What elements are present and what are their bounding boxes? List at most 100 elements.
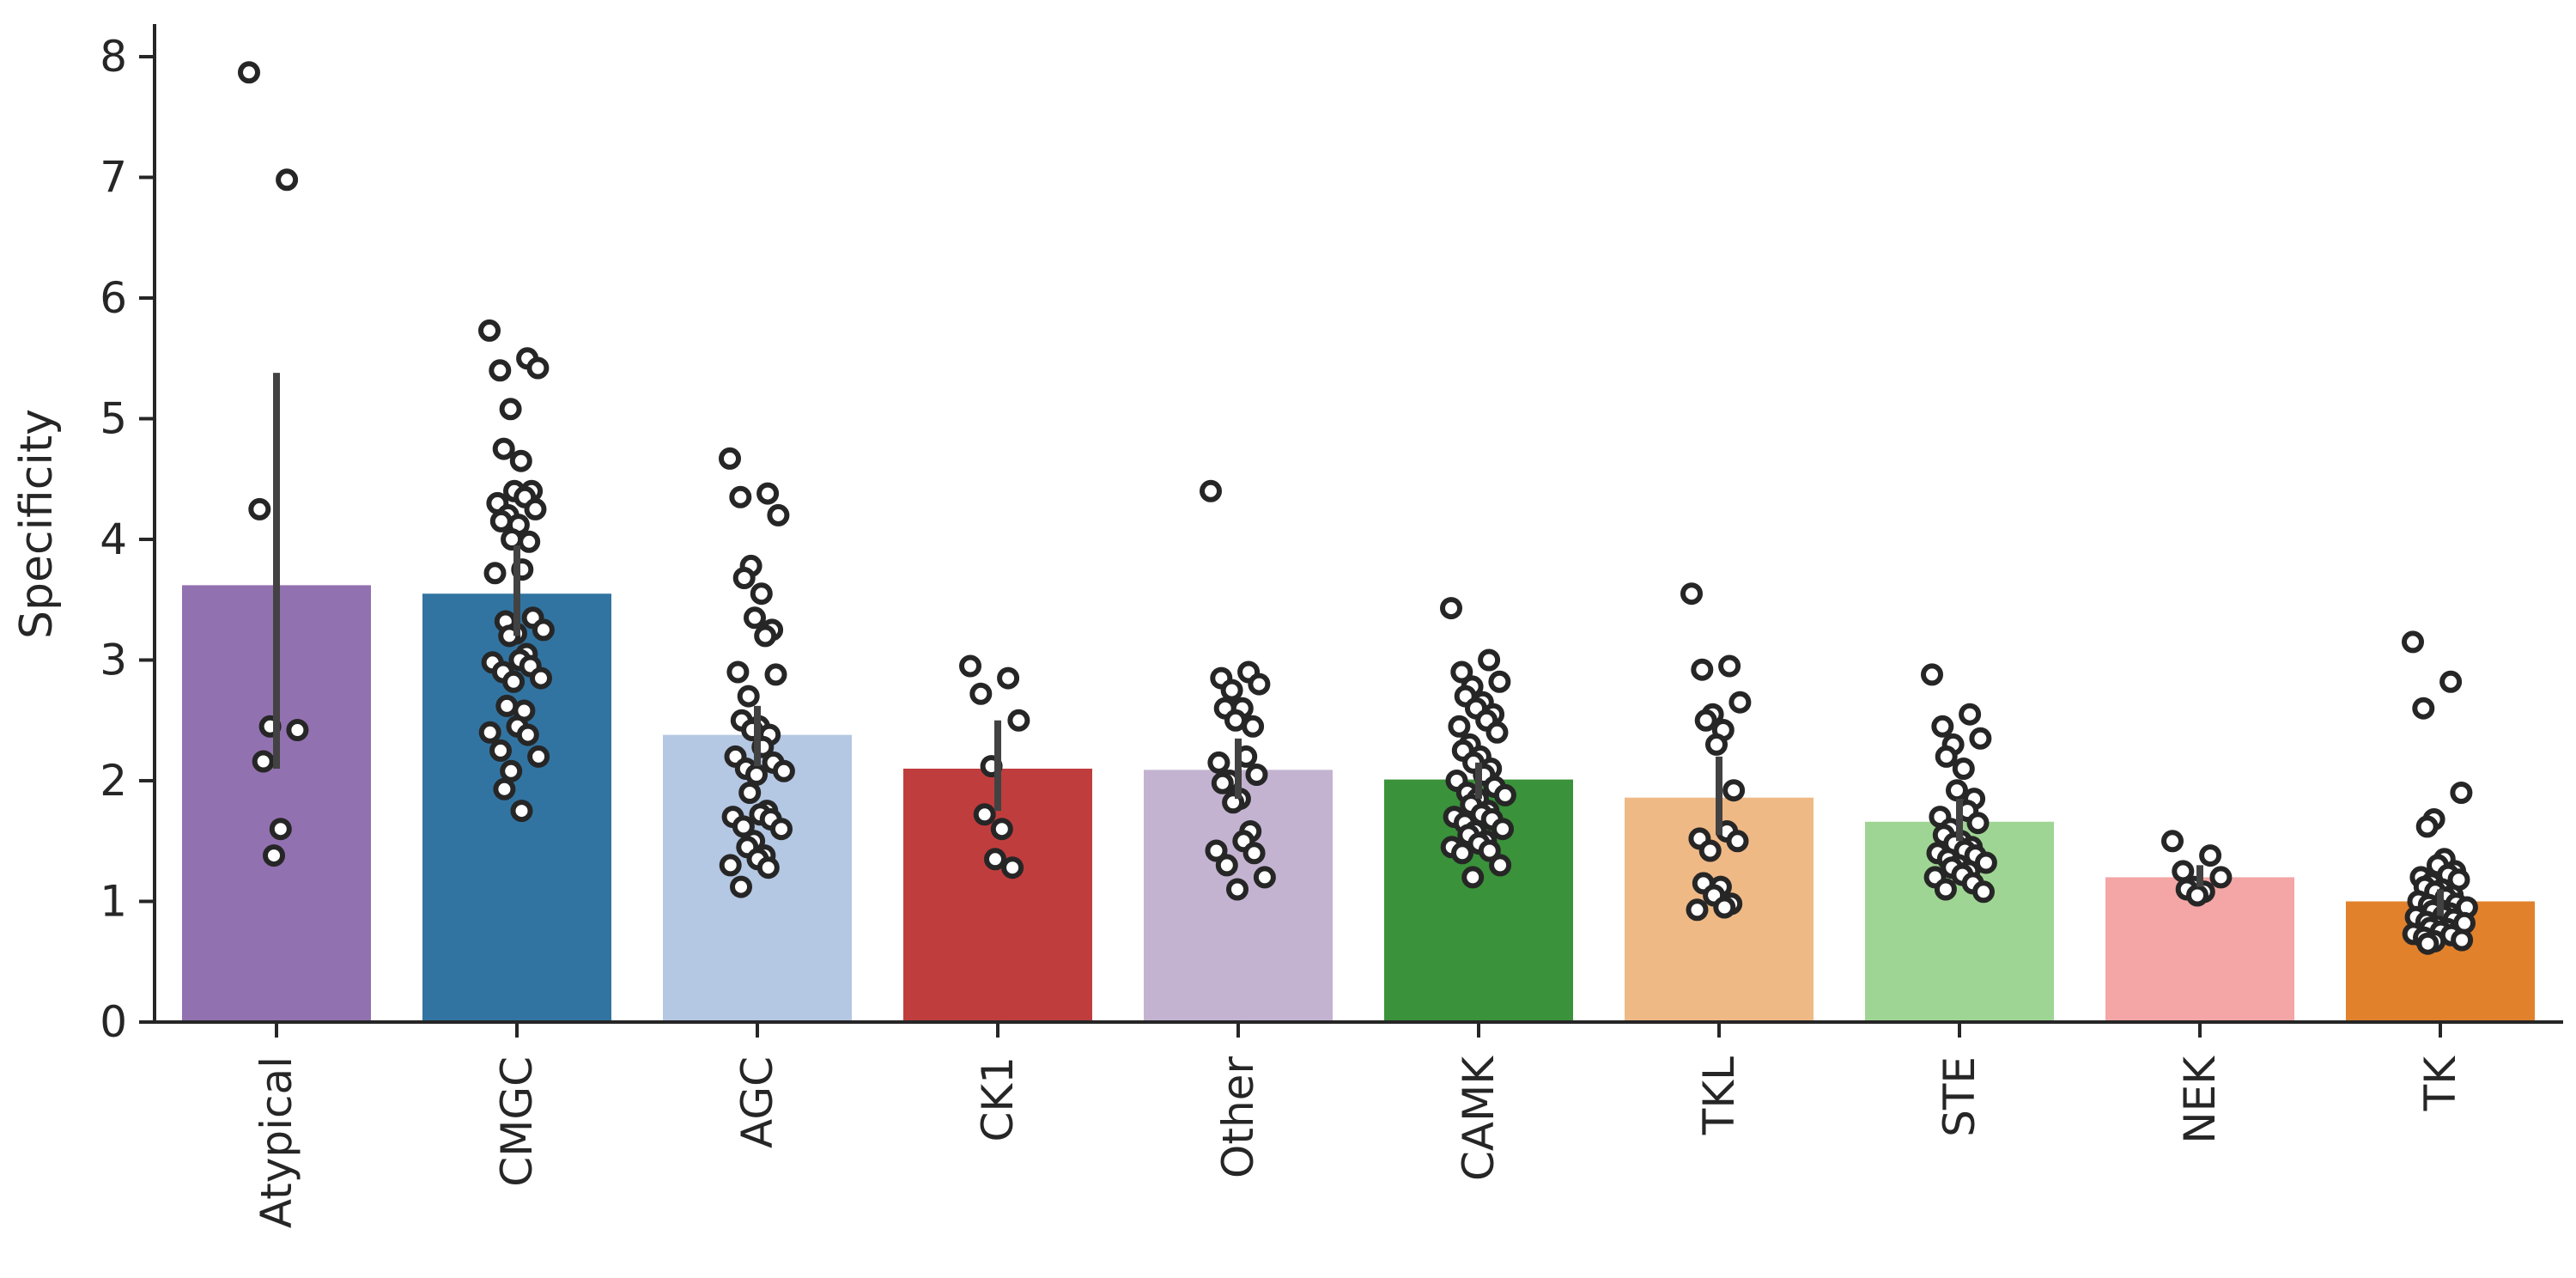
point-atypical xyxy=(248,497,271,520)
point-camk xyxy=(1461,866,1485,889)
point-agc xyxy=(767,503,790,526)
point-tkl xyxy=(1713,896,1736,919)
point-ck1 xyxy=(1007,709,1030,732)
point-other xyxy=(1215,854,1238,877)
point-agc xyxy=(732,815,755,838)
x-tick-label-camk: CAMK xyxy=(1454,1056,1504,1181)
point-tkl xyxy=(1698,839,1722,862)
point-ste xyxy=(1959,703,1982,726)
point-ste xyxy=(1934,878,1957,901)
point-atypical xyxy=(269,818,292,841)
point-ste xyxy=(1931,715,1954,738)
point-ck1 xyxy=(1001,856,1024,879)
y-tick-label: 0 xyxy=(100,997,127,1047)
point-ck1 xyxy=(984,848,1006,871)
point-agc xyxy=(764,663,787,686)
point-cmgc xyxy=(499,398,522,421)
point-cmgc xyxy=(510,800,533,823)
point-camk xyxy=(1478,648,1501,672)
point-ste xyxy=(1946,779,1968,802)
y-tick-label: 6 xyxy=(100,273,127,323)
point-ste xyxy=(1966,812,1990,835)
point-camk xyxy=(1440,597,1462,620)
point-agc xyxy=(772,759,795,782)
point-cmgc xyxy=(518,530,541,553)
x-tick-label-tkl: TKL xyxy=(1694,1056,1744,1135)
point-other xyxy=(1245,764,1268,786)
point-ste xyxy=(1921,663,1943,686)
point-camk xyxy=(1451,842,1473,865)
point-tkl xyxy=(1694,709,1717,732)
point-tk xyxy=(2451,928,2474,952)
point-cmgc xyxy=(526,356,550,380)
x-tick-label-ste: STE xyxy=(1935,1056,1984,1137)
point-ck1 xyxy=(997,666,1020,690)
point-agc xyxy=(719,854,742,877)
point-tk xyxy=(2415,815,2439,838)
point-atypical xyxy=(263,844,285,867)
point-tk xyxy=(2450,782,2473,804)
point-cmgc xyxy=(532,618,555,642)
point-nek xyxy=(2209,866,2233,889)
point-other xyxy=(1242,842,1266,865)
point-other xyxy=(1253,866,1276,889)
y-axis-label: Specificity xyxy=(11,409,63,639)
point-camk xyxy=(1478,839,1501,862)
point-agc xyxy=(770,818,793,841)
point-agc xyxy=(756,856,780,879)
point-cmgc xyxy=(516,723,539,746)
y-tick-label: 4 xyxy=(100,514,127,564)
point-cmgc xyxy=(489,359,512,382)
point-camk xyxy=(1488,670,1511,693)
point-other xyxy=(1224,709,1247,732)
point-cmgc xyxy=(478,319,501,342)
x-tick-label-nek: NEK xyxy=(2175,1056,2225,1144)
point-agc xyxy=(730,875,752,898)
point-agc xyxy=(754,624,777,648)
point-camk xyxy=(1448,715,1471,738)
x-tick-label-agc: AGC xyxy=(732,1056,782,1148)
point-ste xyxy=(1972,880,1995,904)
point-camk xyxy=(1493,783,1516,806)
point-cmgc xyxy=(527,745,550,768)
y-ticks-layer: 0 1 2 3 4 5 6 7 8 xyxy=(100,32,155,1047)
x-tick-label-other: Other xyxy=(1213,1056,1263,1178)
point-agc xyxy=(729,485,752,508)
point-atypical xyxy=(238,61,260,84)
point-agc xyxy=(726,660,750,684)
point-agc xyxy=(732,567,756,589)
point-tkl xyxy=(1728,691,1752,714)
y-tick-label: 1 xyxy=(100,877,127,927)
point-ste xyxy=(1935,745,1958,768)
y-tick-label: 8 xyxy=(100,32,127,82)
point-agc xyxy=(745,764,768,786)
point-tkl xyxy=(1686,898,1709,922)
point-cmgc xyxy=(501,528,524,551)
point-other xyxy=(1226,878,1249,901)
point-camk xyxy=(1489,854,1512,877)
x-ticks-layer: Atypical CMGC AGC CK1 Other CAMK TKL STE NEK TK xyxy=(252,1022,2465,1228)
point-tk xyxy=(2416,932,2439,955)
point-camk xyxy=(1485,721,1509,744)
point-agc xyxy=(756,482,780,505)
y-tick-label: 3 xyxy=(100,636,127,685)
point-ck1 xyxy=(969,682,993,705)
point-cmgc xyxy=(509,449,532,472)
error-bars-layer xyxy=(273,373,2444,916)
point-cmgc xyxy=(502,670,526,693)
point-cmgc xyxy=(530,666,552,690)
point-other xyxy=(1242,715,1265,738)
point-tkl xyxy=(1718,654,1741,678)
point-other xyxy=(1200,479,1222,502)
point-camk xyxy=(1450,660,1473,684)
point-tk xyxy=(2412,697,2435,720)
point-cmgc xyxy=(478,721,501,744)
point-cmgc xyxy=(483,562,507,585)
point-ste xyxy=(1974,851,1997,874)
point-other xyxy=(1220,679,1243,702)
point-tkl xyxy=(1691,658,1714,681)
strip-points-layer xyxy=(238,61,2478,955)
point-tkl xyxy=(1722,779,1746,802)
y-tick-label: 2 xyxy=(100,756,127,806)
